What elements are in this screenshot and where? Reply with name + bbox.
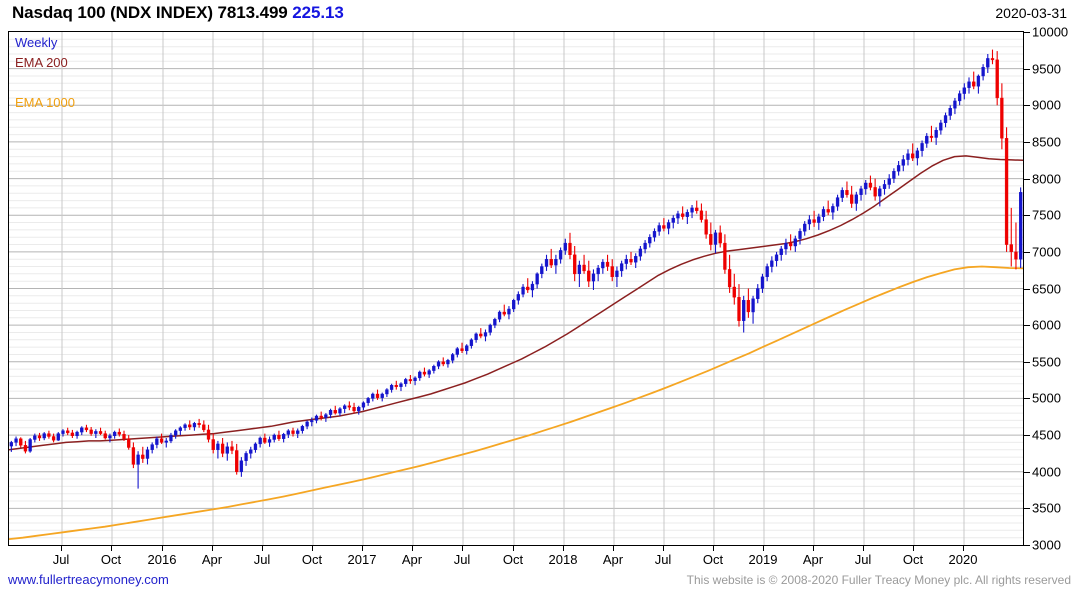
y-tick-mark xyxy=(1024,288,1030,290)
x-tick-mark xyxy=(61,546,62,551)
x-tick-mark xyxy=(613,546,614,551)
x-tick-label: Jul xyxy=(654,552,672,567)
page-title: Nasdaq 100 (NDX INDEX) 7813.499 225.13 xyxy=(12,3,344,23)
y-tick-mark xyxy=(1024,508,1030,510)
x-tick-label: Jul xyxy=(253,552,271,567)
x-tick-label: Oct xyxy=(902,552,924,567)
ema-200-line xyxy=(9,155,1023,451)
x-tick-label: Jul xyxy=(52,552,70,567)
x-tick-mark xyxy=(913,546,914,551)
x-tick-label: Apr xyxy=(802,552,824,567)
ema-1000-line xyxy=(9,265,1023,540)
x-tick-mark xyxy=(111,546,112,551)
y-tick-label: 5500 xyxy=(1032,354,1061,370)
x-tick-mark xyxy=(312,546,313,551)
y-tick-label: 4000 xyxy=(1032,464,1061,480)
minor-gridlines xyxy=(9,38,1023,539)
y-tick-mark xyxy=(1024,398,1030,400)
x-axis: Jul Oct 2016 Apr Jul Oct 2017 Apr Jul Oct 2018 Apr J… xyxy=(8,546,1024,570)
x-tick-label: Jul xyxy=(854,552,872,567)
x-tick-mark xyxy=(262,546,263,551)
x-tick-label: Apr xyxy=(401,552,423,567)
y-tick-label: 9500 xyxy=(1032,61,1061,77)
last-price: 7813.499 xyxy=(217,3,288,22)
y-tick-mark xyxy=(1024,471,1030,473)
y-tick-mark xyxy=(1024,545,1030,546)
y-tick-label: 6500 xyxy=(1032,281,1061,296)
x-tick-label: Apr xyxy=(201,552,223,567)
instrument-name: Nasdaq 100 (NDX INDEX) xyxy=(12,3,213,22)
x-tick-mark xyxy=(162,546,163,551)
x-tick-mark xyxy=(813,546,814,551)
x-tick-label: Jul xyxy=(453,552,471,567)
y-tick-label: 7500 xyxy=(1032,207,1061,223)
x-tick-label: Oct xyxy=(301,552,323,567)
y-tick-mark xyxy=(1024,215,1030,217)
x-tick-label: Oct xyxy=(100,552,122,567)
y-tick-label: 8500 xyxy=(1032,134,1061,150)
x-tick-label: 2018 xyxy=(548,552,578,567)
x-tick-label: 2017 xyxy=(347,552,377,567)
x-tick-label: 2020 xyxy=(948,552,978,567)
y-tick-mark xyxy=(1024,32,1030,33)
x-tick-mark xyxy=(563,546,564,551)
y-tick-mark xyxy=(1024,178,1030,180)
y-tick-mark xyxy=(1024,105,1030,107)
chart-plot-area[interactable]: Weekly EMA 200 EMA 1000 xyxy=(8,31,1024,546)
y-tick-mark xyxy=(1024,361,1030,363)
y-tick-label: 7000 xyxy=(1032,244,1061,260)
chart-date: 2020-03-31 xyxy=(995,5,1067,21)
y-axis: 3000 3500 4000 4500 5000 5500 6000 6500 7000 7500… xyxy=(1024,25,1075,553)
x-tick-mark xyxy=(513,546,514,551)
copyright-text: This website is © 2008-2020 Fuller Treac… xyxy=(686,573,1071,587)
y-tick-mark xyxy=(1024,141,1030,143)
x-tick-mark xyxy=(663,546,664,551)
y-tick-label: 6000 xyxy=(1032,317,1061,333)
price-change: 225.13 xyxy=(292,3,344,22)
x-tick-mark xyxy=(462,546,463,551)
chart-header: Nasdaq 100 (NDX INDEX) 7813.499 225.13 2… xyxy=(0,0,1075,30)
x-tick-mark xyxy=(412,546,413,551)
x-tick-label: Apr xyxy=(602,552,624,567)
y-tick-mark xyxy=(1024,68,1030,70)
y-tick-mark xyxy=(1024,435,1030,437)
x-tick-mark xyxy=(362,546,363,551)
x-tick-mark xyxy=(763,546,764,551)
y-tick-label: 5000 xyxy=(1032,390,1061,406)
y-tick-label: 8000 xyxy=(1032,171,1061,187)
y-tick-mark xyxy=(1024,251,1030,253)
x-tick-label: Oct xyxy=(702,552,724,567)
y-tick-label: 10000 xyxy=(1032,24,1069,40)
x-tick-label: 2019 xyxy=(748,552,778,567)
chart-footer: www.fullertreacymoney.com This website i… xyxy=(0,572,1075,592)
x-tick-mark xyxy=(212,546,213,551)
y-tick-mark xyxy=(1024,325,1030,327)
x-tick-mark xyxy=(713,546,714,551)
x-tick-mark xyxy=(963,546,964,551)
x-tick-mark xyxy=(863,546,864,551)
y-tick-label: 3500 xyxy=(1032,500,1061,516)
candlestick-series xyxy=(9,49,1023,489)
chart-canvas xyxy=(9,32,1023,545)
y-tick-label: 3000 xyxy=(1032,537,1061,553)
x-tick-label: 2016 xyxy=(147,552,177,567)
x-tick-label: Oct xyxy=(502,552,524,567)
site-link[interactable]: www.fullertreacymoney.com xyxy=(8,572,169,587)
y-tick-label: 4500 xyxy=(1032,427,1061,443)
y-tick-label: 9000 xyxy=(1032,97,1061,113)
